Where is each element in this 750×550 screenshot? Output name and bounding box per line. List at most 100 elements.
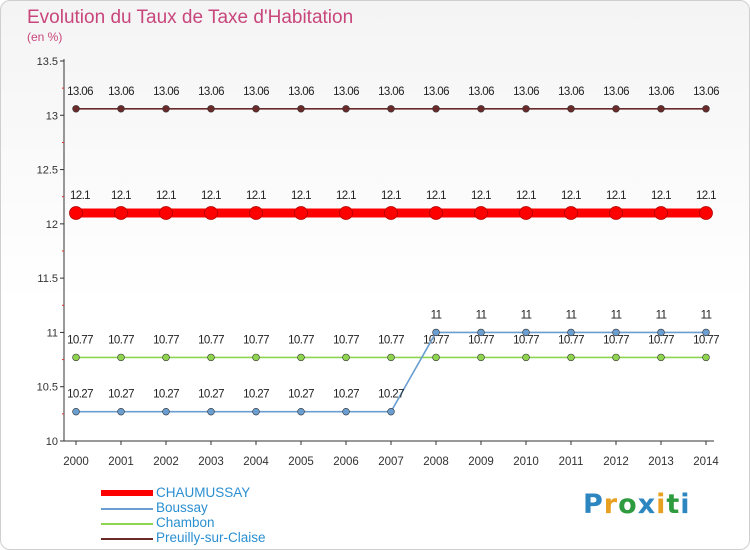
data-label: 10.27 (67, 389, 93, 401)
data-point (387, 353, 395, 362)
data-point (432, 353, 440, 362)
legend-label-chaumussay: CHAUMUSSAY (156, 485, 251, 500)
data-point (249, 206, 263, 220)
data-label: 11 (656, 309, 667, 321)
x-tick-label: 2011 (559, 456, 584, 468)
data-point (297, 407, 305, 416)
data-point (657, 353, 665, 362)
data-label: 12.1 (651, 190, 671, 202)
data-point (342, 353, 350, 362)
data-label: 11 (521, 309, 532, 321)
line-chart: 10 10.5 11 11.5 12 12.5 13 13.5 2000 2001 2002 2003… (37, 56, 720, 468)
series-chaumussay: 12.1 12.1 12.1 12.1 12.1 12.1 12.1 12.1 12.1 12.1… (69, 190, 717, 220)
data-label: 10.77 (603, 334, 629, 346)
data-point (567, 353, 575, 362)
data-point (432, 105, 440, 113)
data-point (522, 353, 530, 362)
x-tick-label: 2010 (513, 456, 539, 468)
data-label: 13.06 (378, 86, 404, 98)
data-point (72, 353, 80, 362)
data-label: 13.06 (108, 86, 134, 98)
data-label: 10.77 (67, 334, 93, 346)
data-point (72, 407, 80, 416)
y-tick-label: 11.5 (37, 273, 58, 285)
data-point (702, 105, 710, 113)
legend-item-chambon: Chambon (101, 515, 341, 531)
data-label: 11 (611, 309, 622, 321)
data-point (699, 206, 713, 220)
legend-item-chaumussay: CHAUMUSSAY (101, 485, 341, 501)
data-label: 12.1 (381, 190, 401, 202)
series-boussay: 10.27 10.27 10.27 10.27 10.27 10.27 10.27 10.27… (67, 309, 712, 416)
data-point (567, 105, 575, 113)
proxiti-logo: Proxiti (583, 489, 691, 520)
legend-item-boussay: Boussay (101, 500, 341, 516)
x-tick-label: 2009 (468, 456, 494, 468)
data-label: 13.06 (468, 86, 494, 98)
data-point (522, 328, 530, 337)
data-label: 12.1 (246, 190, 266, 202)
legend-swatch-chaumussay (101, 490, 153, 496)
data-label: 10.77 (693, 334, 719, 346)
x-tick-label: 2003 (198, 456, 224, 468)
data-point (207, 353, 215, 362)
data-label: 11 (476, 309, 487, 321)
data-label: 10.77 (108, 334, 134, 346)
data-label: 10.77 (423, 334, 449, 346)
data-point (654, 206, 668, 220)
data-label: 13.06 (67, 86, 93, 98)
x-tick-label: 2004 (243, 456, 269, 468)
x-tick-label: 2008 (423, 456, 449, 468)
data-label: 10.77 (513, 334, 539, 346)
data-point (159, 206, 173, 220)
y-tick-label: 10 (46, 436, 58, 448)
data-label: 12.1 (156, 190, 176, 202)
x-tick-label: 2006 (333, 456, 359, 468)
data-point (657, 328, 665, 337)
y-tick-label: 12.5 (37, 165, 58, 177)
data-point (117, 105, 125, 113)
x-tick-label: 2013 (648, 456, 674, 468)
x-tick-label: 2007 (378, 456, 404, 468)
data-label: 12.1 (201, 190, 221, 202)
data-label: 12.1 (561, 190, 581, 202)
data-point (477, 353, 485, 362)
data-label: 11 (566, 309, 577, 321)
data-label: 10.77 (243, 334, 269, 346)
data-point (117, 353, 125, 362)
data-point (612, 353, 620, 362)
data-point (339, 206, 353, 220)
data-label: 10.27 (198, 389, 224, 401)
chart-subtitle: (en %) (27, 30, 63, 44)
chart-title: Evolution du Taux de Taxe d'Habitation (27, 7, 354, 28)
data-point (612, 105, 620, 113)
y-tick-label: 13 (46, 110, 58, 122)
legend: CHAUMUSSAY Boussay Chambon Preuilly-sur-… (101, 485, 341, 546)
data-label: 13.06 (153, 86, 179, 98)
data-point (114, 206, 128, 220)
data-label: 12.1 (70, 190, 90, 202)
data-label: 13.06 (198, 86, 224, 98)
data-label: 13.06 (693, 86, 719, 98)
data-point (252, 407, 260, 416)
data-label: 10.27 (243, 389, 269, 401)
data-label: 13.06 (333, 86, 359, 98)
data-point (297, 353, 305, 362)
data-label: 10.77 (288, 334, 314, 346)
data-point (477, 105, 485, 113)
x-tick-label: 2000 (63, 456, 89, 468)
y-tick-label: 10.5 (37, 382, 58, 394)
data-point (294, 206, 308, 220)
legend-item-preuilly: Preuilly-sur-Claise (101, 530, 341, 546)
data-point (702, 328, 710, 337)
data-label: 12.1 (696, 190, 716, 202)
data-label: 10.77 (378, 334, 404, 346)
data-label: 10.77 (468, 334, 494, 346)
data-point (252, 353, 260, 362)
data-label: 13.06 (648, 86, 674, 98)
data-label: 12.1 (426, 190, 446, 202)
data-label: 12.1 (516, 190, 536, 202)
legend-label-chambon: Chambon (156, 515, 215, 530)
data-label: 10.27 (378, 389, 404, 401)
data-point (204, 206, 218, 220)
